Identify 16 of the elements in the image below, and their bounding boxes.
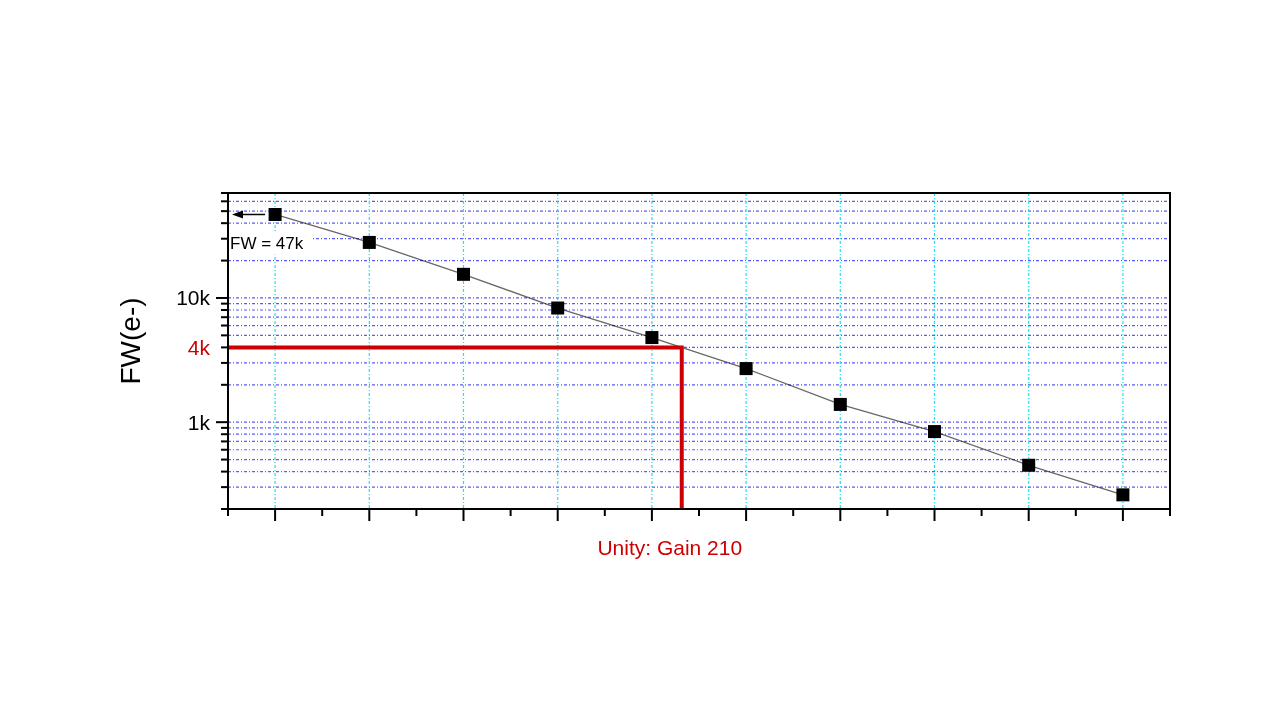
point: [645, 331, 659, 345]
point: [833, 397, 847, 411]
point: [928, 425, 941, 439]
point: [268, 207, 282, 221]
point: [457, 267, 470, 281]
annotation: FW = 47k: [230, 234, 304, 254]
point: [551, 301, 565, 315]
point: [362, 235, 376, 249]
y-tick-label: 10k: [176, 286, 211, 310]
y-axis-title: FW(e-): [115, 297, 146, 385]
point: [739, 362, 753, 376]
text: Unity: Gain 210: [597, 536, 743, 559]
point: [1116, 488, 1130, 502]
point: [1022, 458, 1036, 472]
y-tick-label: 1k: [187, 410, 211, 434]
ref-line-label: 4k: [187, 335, 211, 359]
